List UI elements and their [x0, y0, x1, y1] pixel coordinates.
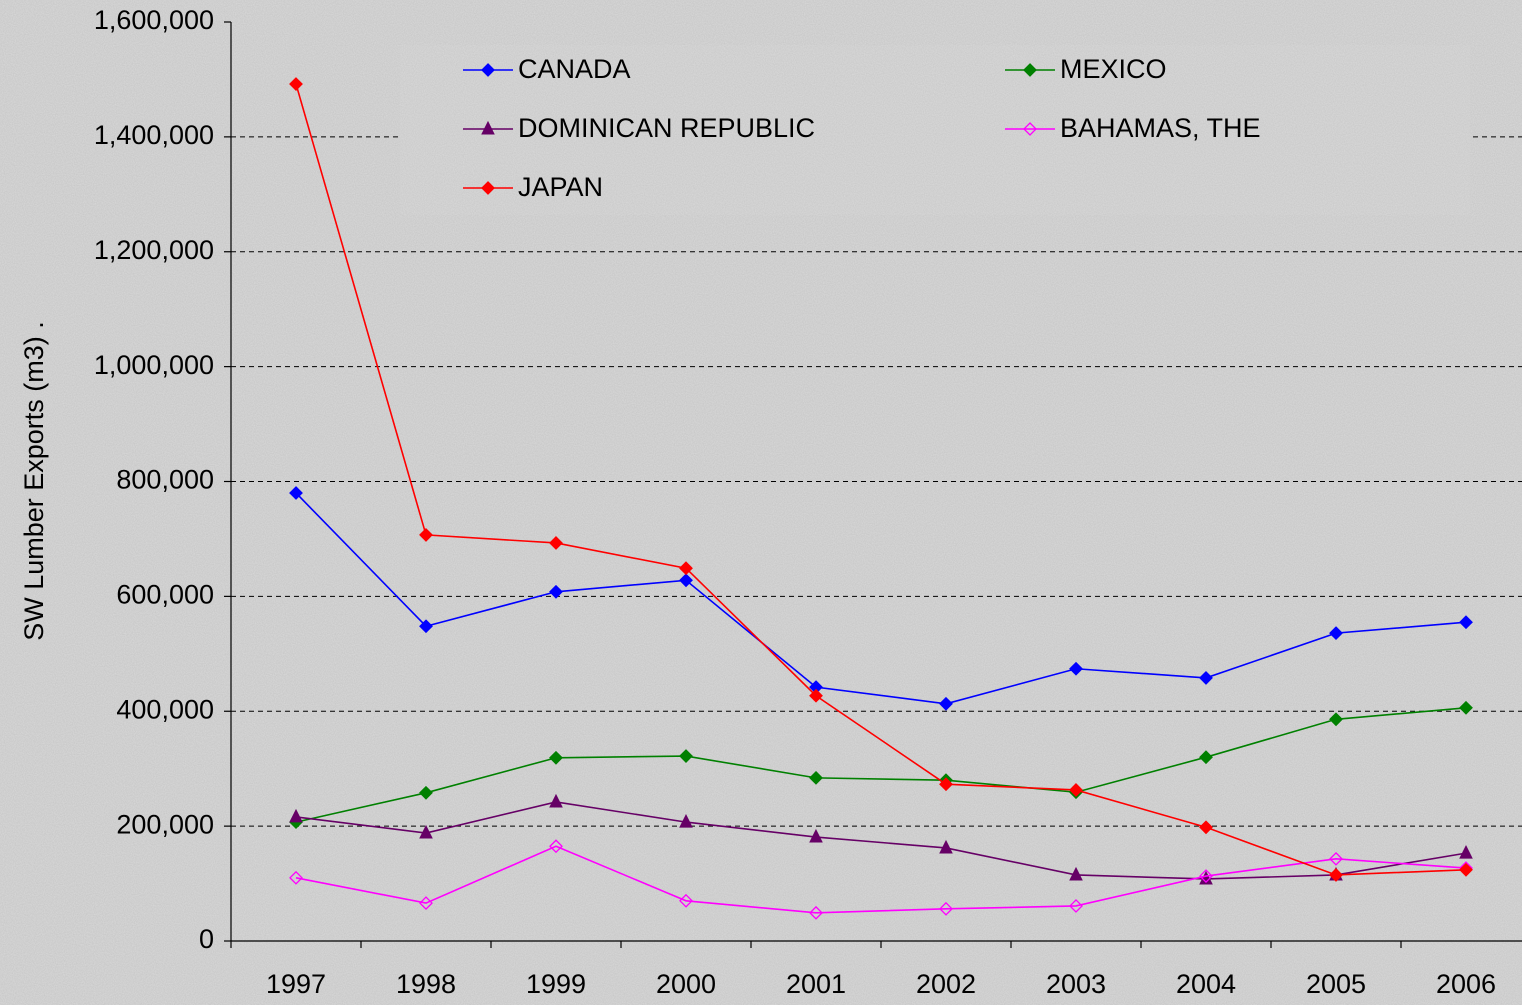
- y-axis-label: SW Lumber Exports (m3) .: [19, 321, 49, 641]
- x-tick-label: 1999: [526, 969, 586, 999]
- data-point: [419, 896, 433, 911]
- x-tick-label: 2001: [786, 969, 846, 999]
- y-tick-label: 600,000: [116, 580, 214, 610]
- data-point: [939, 901, 953, 916]
- data-point: [1329, 626, 1343, 641]
- data-point: [679, 573, 693, 588]
- legend-label: BAHAMAS, THE: [1060, 113, 1261, 143]
- data-point: [419, 824, 433, 839]
- data-point: [549, 584, 563, 599]
- data-point: [1459, 862, 1473, 877]
- data-point: [939, 696, 953, 711]
- legend-marker: [481, 120, 495, 135]
- data-point: [1069, 866, 1083, 881]
- x-tick-label: 2002: [916, 969, 976, 999]
- data-point: [1069, 661, 1083, 676]
- data-point: [549, 536, 563, 550]
- legend-label: JAPAN: [518, 172, 603, 202]
- series-line: [295, 707, 1467, 823]
- data-point: [679, 813, 693, 828]
- x-tick-label: 2000: [656, 969, 716, 999]
- x-tick-label: 2003: [1046, 969, 1106, 999]
- data-point: [809, 688, 823, 703]
- x-tick-label: 2006: [1436, 969, 1496, 999]
- data-point: [809, 770, 823, 785]
- data-point: [1199, 869, 1213, 884]
- legend-label: MEXICO: [1060, 54, 1167, 84]
- data-point: [1069, 899, 1083, 913]
- data-point: [549, 839, 563, 854]
- data-point: [679, 893, 693, 908]
- data-point: [1199, 750, 1213, 765]
- y-tick-label: 0: [199, 924, 214, 954]
- data-point: [809, 905, 823, 920]
- data-point: [549, 750, 563, 765]
- legend-marker: [1023, 63, 1037, 77]
- series-line: [295, 845, 1467, 914]
- data-point: [1459, 615, 1473, 630]
- legend-marker: [1023, 122, 1037, 136]
- y-tick-label: 1,600,000: [94, 5, 214, 35]
- legend-texture: [400, 45, 1470, 215]
- legend-label: CANADA: [518, 54, 631, 84]
- data-point: [809, 828, 823, 843]
- data-point: [1329, 851, 1343, 866]
- data-point: [419, 527, 433, 542]
- data-point: [289, 77, 303, 91]
- data-point: [289, 870, 303, 885]
- legend-marker: [481, 181, 495, 195]
- series-line: [295, 492, 1467, 705]
- data-point: [939, 839, 953, 854]
- data-point: [419, 619, 433, 634]
- data-point: [289, 486, 303, 500]
- series-line: [295, 801, 1467, 880]
- y-tick-label: 400,000: [116, 694, 214, 724]
- y-tick-label: 1,000,000: [94, 350, 214, 380]
- y-tick-label: 1,400,000: [94, 120, 214, 150]
- y-tick-label: 800,000: [116, 465, 214, 495]
- data-point: [1199, 671, 1213, 685]
- data-point: [549, 793, 563, 808]
- data-point: [679, 749, 693, 763]
- data-point: [679, 561, 693, 576]
- data-point: [939, 777, 953, 792]
- legend-label: DOMINICAN REPUBLIC: [518, 113, 815, 143]
- data-point: [419, 785, 433, 800]
- series-line: [295, 83, 1467, 876]
- data-point: [1199, 870, 1213, 885]
- x-tick-label: 2004: [1176, 969, 1236, 999]
- data-point: [1329, 712, 1343, 727]
- data-point: [1459, 700, 1473, 715]
- data-point: [289, 808, 303, 823]
- data-point: [1459, 845, 1473, 859]
- legend-marker: [481, 63, 495, 77]
- y-tick-label: 200,000: [116, 809, 214, 839]
- data-point: [1069, 783, 1083, 797]
- data-point: [1329, 868, 1343, 882]
- x-tick-label: 1998: [396, 969, 456, 999]
- x-tick-label: 2005: [1306, 969, 1366, 999]
- data-point: [1199, 820, 1213, 835]
- x-tick-label: 1997: [266, 969, 326, 999]
- y-tick-label: 1,200,000: [94, 235, 214, 265]
